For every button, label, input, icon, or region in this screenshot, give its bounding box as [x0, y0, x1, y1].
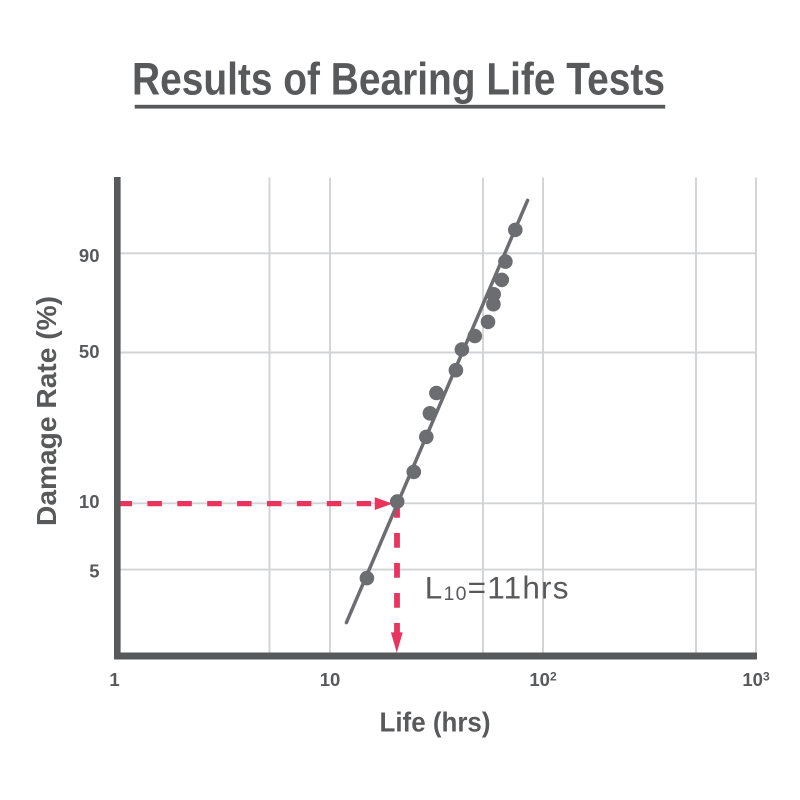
svg-text:Life (hrs): Life (hrs) [380, 707, 491, 738]
svg-text:Damage Rate (%): Damage Rate (%) [31, 296, 62, 526]
svg-text:90: 90 [79, 245, 100, 266]
svg-text:50: 50 [79, 341, 100, 362]
svg-text:1: 1 [109, 669, 119, 690]
svg-text:10: 10 [320, 669, 341, 690]
svg-text:Results of Bearing Life Tests: Results of Bearing Life Tests [132, 54, 665, 105]
svg-text:5: 5 [89, 560, 99, 581]
svg-text:10: 10 [79, 491, 100, 512]
